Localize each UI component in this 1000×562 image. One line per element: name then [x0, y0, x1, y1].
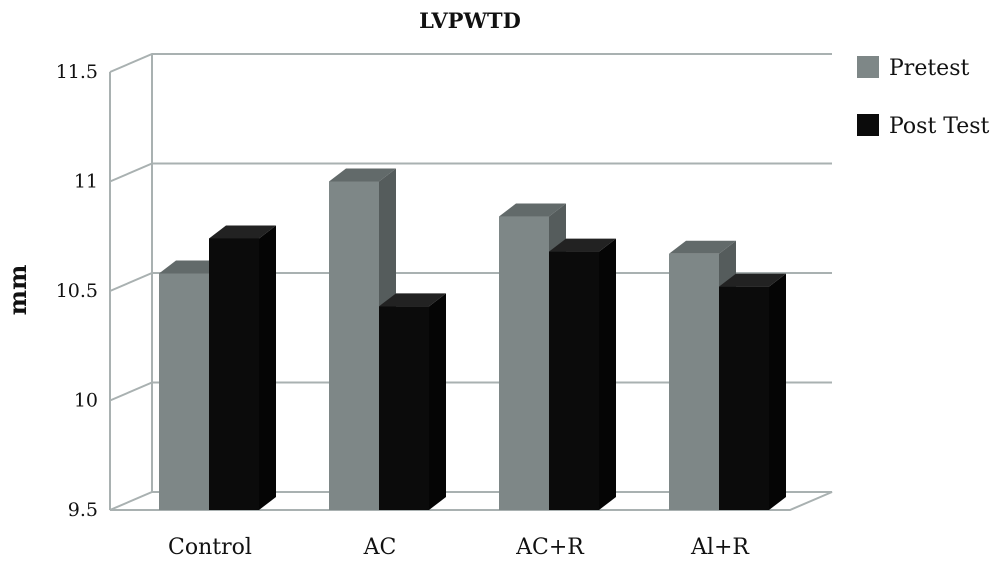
- bar-front: [719, 286, 769, 510]
- category-labels: Control AC AC+R Al+R: [168, 535, 750, 560]
- y-tick-label: 11.5: [56, 61, 98, 83]
- bar-top: [209, 225, 276, 239]
- y-tick-label: 9.5: [68, 499, 98, 521]
- y-axis-label: mm: [3, 265, 32, 316]
- legend: Pretest Post Test: [857, 56, 990, 139]
- bar-side: [259, 225, 276, 510]
- bar-Al+R-Post Test: [719, 273, 786, 510]
- y-tick-label: 10.5: [56, 280, 98, 302]
- x-tick-label: Al+R: [690, 535, 750, 560]
- bar-front: [159, 273, 209, 510]
- bar-front: [209, 238, 259, 510]
- bar-front: [329, 181, 379, 510]
- bar-Control-Post Test: [209, 225, 276, 510]
- legend-label: Post Test: [889, 114, 990, 139]
- bar-side: [769, 273, 786, 510]
- bar-top: [499, 203, 566, 217]
- bar-side: [429, 293, 446, 510]
- bar-front: [379, 306, 429, 510]
- bars: [159, 168, 786, 511]
- bar-top: [379, 293, 446, 307]
- y-tick-label: 10: [74, 390, 98, 412]
- x-tick-label: AC: [363, 535, 397, 560]
- bar-front: [669, 253, 719, 510]
- bar-front: [549, 251, 599, 510]
- legend-label: Pretest: [889, 56, 969, 81]
- chart-title: LVPWTD: [419, 8, 521, 33]
- bar-AC+R-Post Test: [549, 238, 616, 510]
- legend-swatch: [857, 114, 879, 136]
- y-tick-labels: 9.5 10 10.5 11 11.5: [56, 61, 98, 521]
- gridline: [109, 53, 832, 73]
- legend-swatch: [857, 56, 879, 78]
- x-tick-label: Control: [168, 535, 252, 560]
- bar-top: [719, 273, 786, 287]
- gridline: [109, 162, 832, 183]
- bar-side: [599, 238, 616, 510]
- bar-front: [499, 216, 549, 511]
- bar-top: [669, 240, 736, 254]
- chart-walls: [109, 53, 833, 511]
- bar-top: [549, 238, 616, 252]
- bar-AC-Post Test: [379, 293, 446, 510]
- y-tick-label: 11: [74, 171, 98, 193]
- x-tick-label: AC+R: [515, 535, 585, 560]
- bar-top: [329, 168, 396, 182]
